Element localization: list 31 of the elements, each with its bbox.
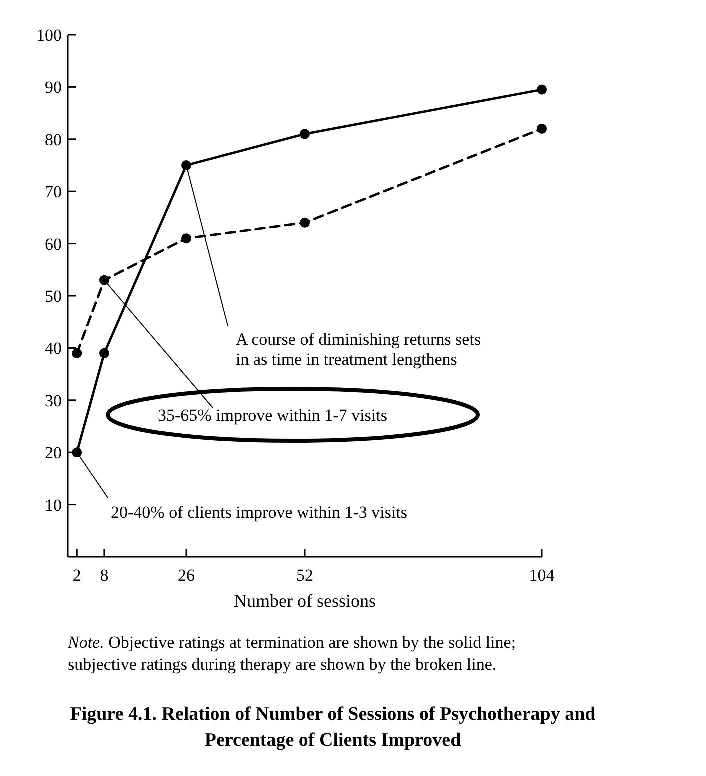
point xyxy=(182,160,192,170)
y-tick-label: 50 xyxy=(45,286,62,306)
annotation: A course of diminishing returns sets in as time in treatment lengthens xyxy=(236,330,482,369)
text: Figure 4.1. Relation of Number of Sessions of Psychotherapy and Percentage of Clients Improved xyxy=(70,704,596,751)
point xyxy=(99,275,110,286)
annotation: 35-65% improve within 1-7 visits xyxy=(158,406,388,425)
point xyxy=(182,234,192,244)
x-axis-title: Number of sessions xyxy=(234,591,376,611)
y-tick-label: 10 xyxy=(45,496,62,515)
y-tick-label: 20 xyxy=(45,444,62,463)
y-tick-label: 80 xyxy=(45,130,62,150)
y-tick-label: 60 xyxy=(45,234,62,254)
point xyxy=(537,124,547,134)
annotation: 20-40% of clients improve within 1-3 visits xyxy=(111,503,408,522)
point xyxy=(72,448,82,458)
y-tick-label: 70 xyxy=(45,182,62,202)
x-tick-label: 52 xyxy=(296,566,314,585)
x-tick-label: 8 xyxy=(100,566,109,585)
x-tick-label: 26 xyxy=(178,566,195,585)
y-tick-label: 30 xyxy=(45,391,62,410)
y-tick-label: 40 xyxy=(45,339,62,358)
y-tick-label: 90 xyxy=(45,78,62,98)
y-tick-label: 100 xyxy=(36,26,62,45)
x-tick-label: 104 xyxy=(529,566,556,585)
point xyxy=(72,348,82,358)
x-tick-label: 2 xyxy=(72,566,82,585)
point xyxy=(300,218,310,228)
text: Note. Objective ratings at termination are shown by the solid line; subjective ratings during therapy are shown by the broken line. xyxy=(67,633,516,674)
point xyxy=(99,348,110,358)
point xyxy=(537,84,547,95)
point xyxy=(300,129,310,140)
